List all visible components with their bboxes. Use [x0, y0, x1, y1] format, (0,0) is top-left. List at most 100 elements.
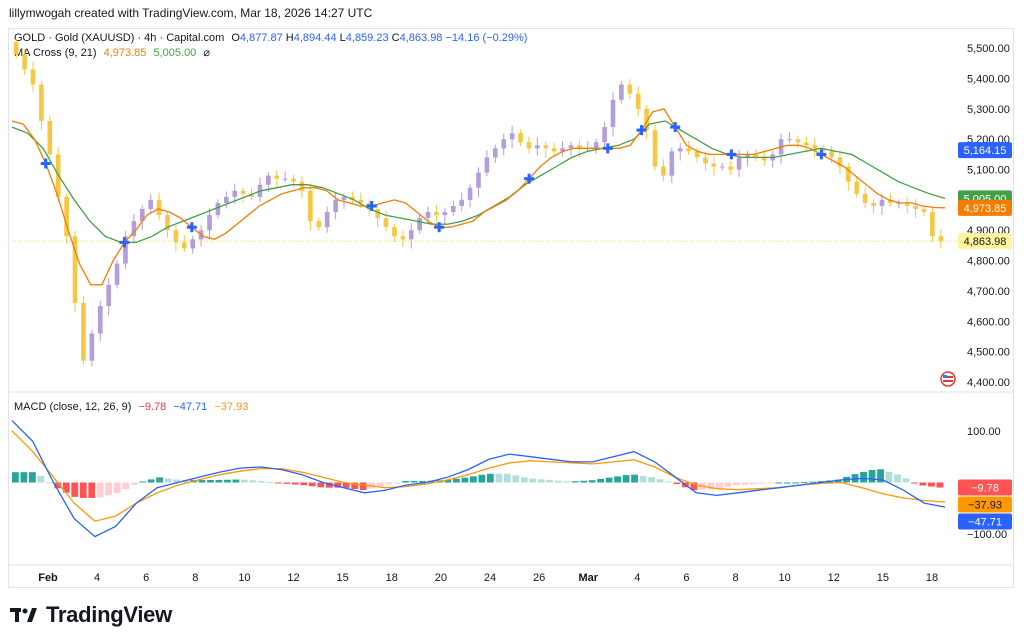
macd-hist-bar — [241, 479, 248, 483]
macd-hist-bar — [385, 482, 392, 485]
candle-body — [543, 145, 549, 149]
macd-hist-bar — [622, 475, 630, 483]
us-flag-icon — [940, 371, 956, 387]
macd-hist-bar — [20, 472, 28, 483]
macd-title[interactable]: MACD (close, 12, 26, 9) — [14, 401, 132, 413]
macd-hist-bar — [317, 482, 325, 488]
ma-cross-marker — [602, 143, 613, 154]
ma-cross-marker — [434, 222, 445, 233]
candle-body — [131, 221, 137, 237]
candle-body — [459, 199, 465, 206]
ma-cross-v — [527, 173, 531, 184]
time-tick-label: 15 — [877, 572, 889, 584]
time-tick-label: 18 — [926, 572, 938, 584]
macd-hist-bar — [919, 482, 927, 486]
candle-body — [551, 148, 557, 152]
macd-hist-bar — [546, 479, 554, 483]
open-value: 4,877.87 — [239, 32, 283, 44]
candle-body — [324, 212, 330, 228]
macd-hist-bar — [783, 482, 791, 484]
candle-body — [938, 236, 944, 242]
eye-off-icon[interactable]: ⌀ — [203, 47, 210, 59]
macd-hist-bar — [800, 482, 808, 484]
macd-hist-bar — [325, 482, 333, 488]
macd-hist-bar — [563, 481, 571, 483]
candle-body — [719, 166, 725, 168]
price-tick-label: 5,500.00 — [967, 43, 1010, 55]
ma-cross-marker — [636, 125, 647, 136]
macd-hist-bar — [902, 478, 910, 483]
candle-body — [593, 142, 599, 149]
candle-body — [921, 209, 927, 213]
candle-body — [787, 139, 792, 141]
time-tick-label: 26 — [533, 572, 545, 584]
macd-hist-bar — [461, 477, 469, 483]
symbol-legend[interactable]: GOLD · Gold (XAUUSD) · 4h · Capital.com … — [14, 32, 531, 44]
macd-hist-bar — [444, 479, 452, 483]
candle-body — [888, 199, 893, 203]
ma-legend[interactable]: MA Cross (9, 21) 4,973.85 5,005.00 ⌀ — [14, 46, 214, 59]
time-tick-label: 4 — [634, 572, 640, 584]
macd-hist-bar — [580, 480, 588, 483]
macd-hist-bar — [283, 482, 291, 484]
macd-hist-bar — [588, 480, 596, 483]
macd-hist-bar — [732, 482, 740, 486]
chart-frame — [8, 28, 1014, 588]
ma-slow-value: 5,005.00 — [153, 47, 197, 59]
macd-hist-bar — [173, 479, 180, 483]
flag-canton — [943, 375, 947, 378]
ma-title[interactable]: MA Cross (9, 21) — [14, 47, 97, 59]
candle-body — [677, 148, 683, 152]
macd-hist-bar — [453, 478, 460, 483]
macd-hist-bar — [198, 479, 206, 483]
time-tick-label: Feb — [38, 572, 58, 584]
candle-body — [22, 54, 27, 70]
candle-body — [661, 166, 666, 176]
candle-body — [854, 181, 860, 194]
flag-stripe — [943, 380, 953, 382]
candle-body — [72, 236, 78, 304]
macd-hist-bar — [809, 481, 817, 483]
macd-hist-bar — [631, 474, 638, 483]
macd-hist-bar — [410, 480, 418, 483]
time-tick-label: 10 — [779, 572, 791, 584]
macd-hist-bar — [266, 481, 274, 483]
price-tag-bg — [958, 233, 1012, 250]
time-tick-label: 12 — [287, 572, 299, 584]
candle-body — [610, 99, 616, 128]
candle-body — [619, 84, 624, 100]
ma-cross-marker — [816, 149, 827, 160]
candle-body — [400, 236, 406, 240]
macd-hist-bar — [911, 482, 918, 484]
macd-hist-bar — [79, 482, 87, 498]
candle-body — [871, 202, 876, 206]
attribution-text: lillymwogah created with TradingView.com… — [9, 6, 373, 20]
macd-tick-label: −100.00 — [967, 529, 1007, 541]
macd-hist-bar — [758, 482, 766, 484]
candle-body — [484, 157, 490, 173]
high-label: H4,894.44 — [285, 32, 337, 44]
macd-hist-bar — [257, 480, 265, 483]
candle-body — [501, 139, 507, 149]
macd-hist-bar — [105, 482, 113, 496]
candle-body — [560, 148, 565, 152]
macd-signal-value: −37.93 — [214, 401, 249, 413]
candle-body — [896, 202, 902, 204]
macd-tag-bg — [958, 496, 1012, 513]
macd-hist-bar — [402, 480, 409, 483]
macd-hist-bar — [419, 480, 426, 483]
time-tick-label: 20 — [435, 572, 447, 584]
low-label: L4,859.23 — [339, 32, 389, 44]
macd-hist-bar — [274, 482, 282, 484]
macd-hist-bar — [885, 471, 893, 483]
symbol-title[interactable]: GOLD · Gold (XAUUSD) · 4h · Capital.com — [14, 32, 225, 44]
macd-legend[interactable]: MACD (close, 12, 26, 9) −9.78 −47.71 −37… — [14, 401, 252, 413]
candle-body — [291, 178, 296, 182]
macd-tag: −37.93 — [968, 500, 1002, 512]
macd-hist-bar — [639, 475, 647, 483]
tradingview-brand[interactable]: TradingView — [10, 602, 172, 628]
macd-tag-bg — [958, 513, 1012, 530]
ma-cross-marker — [366, 200, 377, 211]
macd-hist-bar — [139, 481, 147, 483]
